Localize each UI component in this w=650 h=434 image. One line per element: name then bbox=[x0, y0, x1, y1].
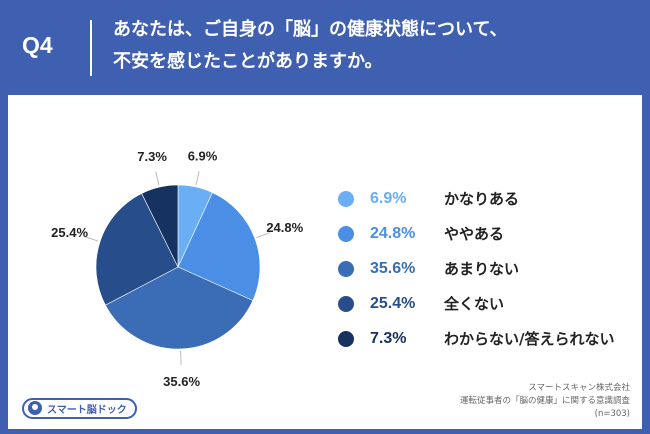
legend-value-4: 7.3% bbox=[370, 329, 407, 347]
pie-value-label-1: 24.8% bbox=[266, 220, 303, 235]
legend-value-1: 24.8% bbox=[370, 224, 416, 242]
pie-value-labels: 6.9% 24.8% 35.6% 25.4% 7.3% bbox=[51, 149, 303, 389]
pie-chart: 6.9% 24.8% 35.6% 25.4% 7.3% bbox=[51, 149, 303, 389]
pie-slice-2 bbox=[105, 266, 254, 350]
legend-swatch-3 bbox=[338, 295, 354, 312]
legend-swatch-1 bbox=[338, 225, 354, 242]
legend-value-3: 25.4% bbox=[370, 294, 416, 312]
pie-value-label-4: 7.3% bbox=[137, 149, 167, 164]
chart-legend: 6.9% かなりある 24.8% ややある 35.6% あまりない 25.4% 全くない 7.3… bbox=[338, 181, 638, 356]
question-title-line2: 不安を感じたことがありますか。 bbox=[113, 51, 383, 72]
question-title: あなたは、ご自身の「脳」の健康状態について、 不安を感じたことがありますか。 bbox=[113, 14, 633, 78]
brand-logo: スマート脳ドック bbox=[22, 397, 137, 419]
legend-label-0: かなりある bbox=[444, 190, 520, 208]
question-title-line1: あなたは、ご自身の「脳」の健康状態について、 bbox=[113, 19, 508, 40]
legend-label-4: わからない/答えられない bbox=[444, 330, 615, 348]
leader-line-1 bbox=[256, 232, 270, 239]
leader-line-0 bbox=[195, 171, 200, 186]
legend-label-1: ややある bbox=[444, 225, 505, 243]
pie-slices bbox=[95, 184, 261, 350]
legend-label-2: あまりない bbox=[444, 260, 520, 278]
source-note: スマートスキャン株式会社 運転従事者の「脳の健康」に関する意識調査 (n=303… bbox=[460, 382, 630, 421]
source-company: スマートスキャン株式会社 bbox=[528, 383, 630, 393]
legend-label-3: 全くない bbox=[444, 295, 505, 313]
pie-value-label-0: 6.9% bbox=[188, 149, 218, 164]
pie-value-label-3: 25.4% bbox=[51, 225, 88, 240]
legend-value-0: 6.9% bbox=[370, 189, 407, 207]
source-survey: 運転従事者の「脳の健康」に関する意識調査 bbox=[459, 396, 630, 406]
source-sample-size: (n=303) bbox=[594, 409, 630, 419]
header-divider bbox=[90, 20, 92, 76]
pie-slice-4 bbox=[141, 184, 179, 268]
question-number: Q4 bbox=[22, 32, 53, 58]
brain-logo-icon bbox=[28, 401, 42, 415]
logo-badge: スマート脳ドック bbox=[22, 397, 137, 419]
legend-swatch-0 bbox=[338, 190, 354, 207]
legend-item-2: 35.6% あまりない bbox=[338, 251, 638, 286]
pie-leader-lines bbox=[84, 171, 270, 365]
legend-item-0: 6.9% かなりある bbox=[338, 181, 638, 216]
logo-text: スマート脳ドック bbox=[47, 404, 127, 416]
legend-item-4: 7.3% わからない/答えられない bbox=[338, 321, 638, 356]
chart-card: 6.9% 24.8% 35.6% 25.4% 7.3% 6.9% かなりある 24.8% やや… bbox=[8, 95, 642, 429]
header: Q4 あなたは、ご自身の「脳」の健康状態について、 不安を感じたことがありますか… bbox=[0, 0, 650, 92]
pie-slice-1 bbox=[177, 192, 261, 301]
pie-value-label-2: 35.6% bbox=[163, 374, 200, 389]
legend-value-2: 35.6% bbox=[370, 259, 416, 277]
legend-item-1: 24.8% ややある bbox=[338, 216, 638, 251]
legend-swatch-4 bbox=[338, 330, 354, 347]
pie-slice-3 bbox=[95, 193, 179, 306]
leader-line-4 bbox=[155, 171, 160, 186]
legend-item-3: 25.4% 全くない bbox=[338, 286, 638, 321]
leader-line-3 bbox=[84, 236, 99, 242]
legend-swatch-2 bbox=[338, 260, 354, 277]
